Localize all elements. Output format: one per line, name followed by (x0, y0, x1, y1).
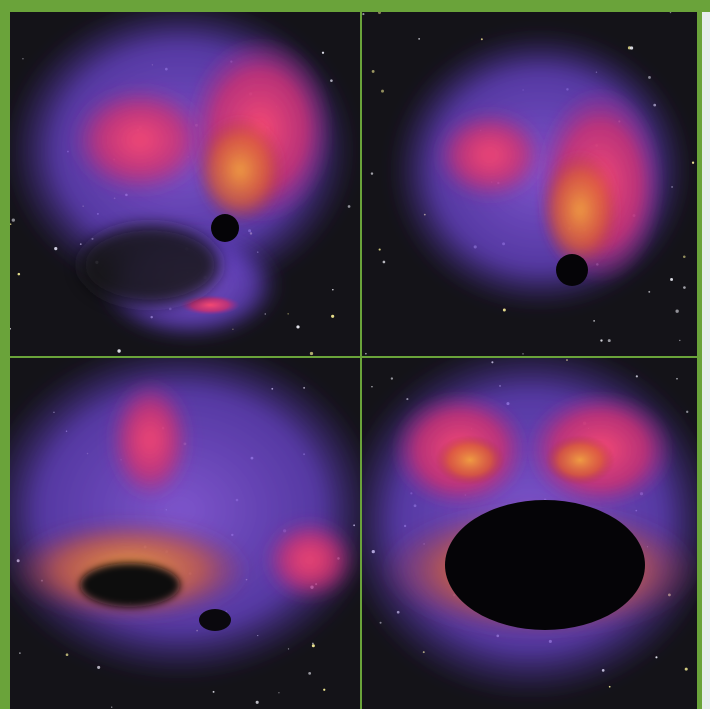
void (80, 225, 220, 305)
star (10, 223, 12, 226)
star (378, 248, 381, 251)
star (629, 46, 634, 50)
star (362, 13, 365, 16)
star (607, 339, 611, 343)
star (655, 656, 658, 659)
star (648, 290, 651, 293)
star (676, 377, 678, 380)
star (371, 386, 373, 388)
star (381, 89, 384, 93)
black-hole (211, 214, 239, 242)
star (65, 653, 69, 657)
pink-lobe (110, 380, 190, 500)
star (370, 172, 374, 175)
star (212, 690, 215, 693)
star (377, 12, 381, 15)
black-hole (556, 254, 588, 286)
star (309, 351, 314, 356)
star (255, 700, 259, 704)
star (331, 314, 335, 318)
star (117, 349, 121, 353)
star (691, 161, 695, 164)
pink-lobe (265, 520, 355, 600)
star (480, 38, 483, 41)
star (19, 652, 21, 654)
black-hole (445, 500, 645, 630)
panel-top-right (362, 12, 697, 356)
frame-top (0, 0, 710, 12)
panel-bottom-right (362, 358, 697, 709)
star (278, 692, 280, 694)
star (332, 289, 334, 291)
star (312, 642, 314, 645)
star (17, 272, 21, 276)
orange-core (540, 150, 620, 270)
star (308, 671, 312, 675)
pink-lobe (435, 110, 545, 200)
void (199, 609, 231, 631)
star (390, 377, 394, 380)
star (97, 665, 101, 669)
star (323, 688, 326, 691)
pink-lobe (70, 85, 210, 195)
star (311, 644, 315, 648)
void (80, 563, 180, 607)
star (669, 12, 672, 14)
panel-top-left (10, 12, 360, 356)
star (683, 286, 686, 289)
star (321, 51, 325, 54)
star (111, 706, 113, 708)
orange-core (435, 435, 505, 485)
star (522, 353, 524, 355)
star (365, 352, 367, 355)
star (608, 685, 611, 688)
star (10, 327, 11, 330)
star (371, 69, 375, 73)
star (679, 339, 681, 342)
star (22, 58, 24, 60)
star (347, 205, 351, 208)
star (296, 325, 300, 329)
star (600, 339, 603, 342)
star (683, 255, 686, 259)
star (686, 410, 689, 414)
star (418, 37, 421, 40)
star (593, 320, 595, 322)
star (675, 309, 679, 313)
panel-bottom-left (10, 358, 360, 709)
star (670, 278, 674, 281)
orange-core (195, 115, 285, 225)
star (287, 313, 289, 315)
pink-spot (180, 295, 240, 315)
star (502, 308, 506, 312)
star (382, 260, 386, 264)
star (684, 667, 688, 671)
orange-core (545, 435, 615, 485)
frame-right-edge (697, 12, 702, 709)
star (11, 218, 15, 222)
